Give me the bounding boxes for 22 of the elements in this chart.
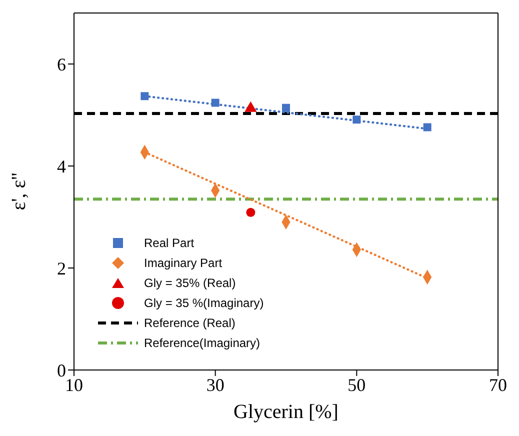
point: [211, 98, 220, 107]
legend-label: Gly = 35 %(Imaginary): [144, 295, 264, 312]
legend-label: Imaginary Part: [144, 255, 222, 272]
x-axis-title: Glycerin [%]: [234, 401, 338, 423]
point: [282, 104, 290, 112]
point: [140, 92, 149, 100]
y-axis-title: ε', ε'': [8, 172, 30, 210]
x-tick-label: 70: [489, 374, 507, 395]
legend-label: Real Part: [144, 235, 194, 252]
point: [352, 116, 361, 124]
x-tick-label: 30: [206, 374, 224, 395]
point: [246, 208, 256, 217]
legend-label: Reference(Imaginary): [144, 335, 260, 352]
x-tick-label: 50: [348, 374, 366, 395]
y-tick-label: 0: [57, 360, 66, 380]
x-tick-label: 10: [65, 374, 83, 395]
y-tick-label: 2: [57, 258, 66, 278]
y-tick-label: 6: [57, 54, 66, 74]
y-tick-label: 4: [57, 156, 66, 176]
point: [423, 123, 432, 132]
legend-label: Reference (Real): [144, 315, 236, 332]
legend-label: Gly = 35% (Real): [144, 275, 236, 292]
